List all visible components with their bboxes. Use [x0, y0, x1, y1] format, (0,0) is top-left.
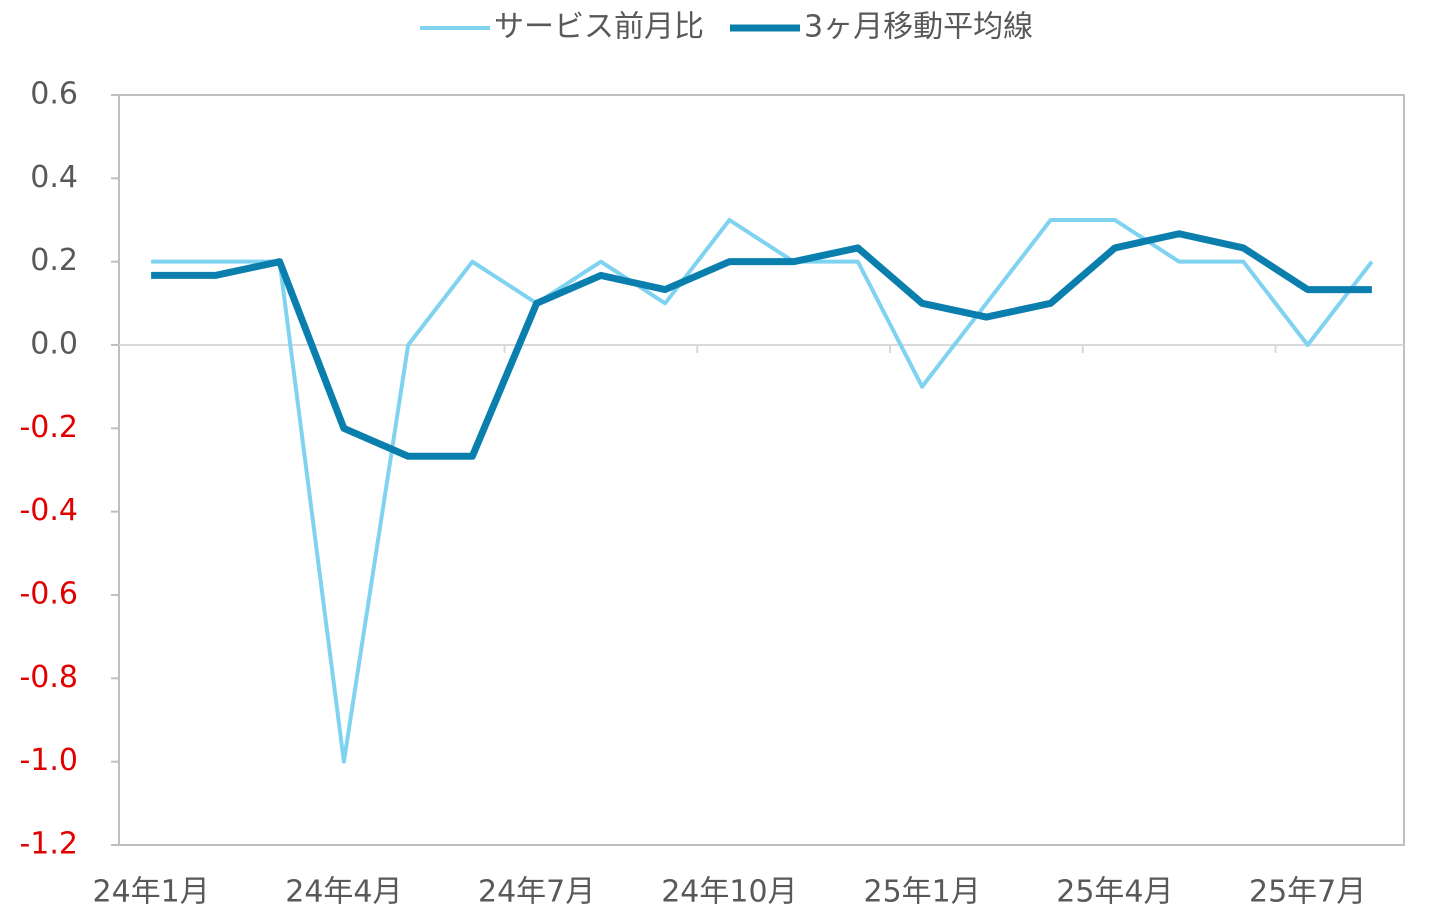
x-tick-label: 24年4月: [285, 875, 402, 910]
y-tick-label: -0.2: [19, 410, 78, 445]
y-tick-label: -1.0: [19, 743, 78, 778]
y-tick-label: 0.4: [30, 160, 78, 195]
x-tick-label: 24年1月: [92, 875, 209, 910]
y-tick-label: -0.4: [19, 493, 78, 528]
x-tick-label: 25年7月: [1249, 875, 1366, 910]
y-tick-label: 0.2: [30, 243, 78, 278]
series-line: [151, 230, 1372, 460]
series-line: [151, 218, 1374, 764]
y-tick-label: -0.8: [19, 660, 78, 695]
x-tick-label: 24年10月: [661, 875, 797, 910]
x-tick-label: 25年4月: [1056, 875, 1173, 910]
y-tick-label: 0.0: [30, 327, 78, 362]
legend-label: 3ヶ月移動平均線: [804, 10, 1033, 45]
y-tick-label: 0.6: [30, 77, 78, 112]
x-tick-label: 24年7月: [478, 875, 595, 910]
legend-label: サービス前月比: [494, 10, 704, 45]
x-tick-label: 25年1月: [863, 875, 980, 910]
y-tick-label: -0.6: [19, 577, 78, 612]
y-tick-label: -1.2: [19, 827, 78, 862]
plot-frame: [118, 94, 1405, 846]
